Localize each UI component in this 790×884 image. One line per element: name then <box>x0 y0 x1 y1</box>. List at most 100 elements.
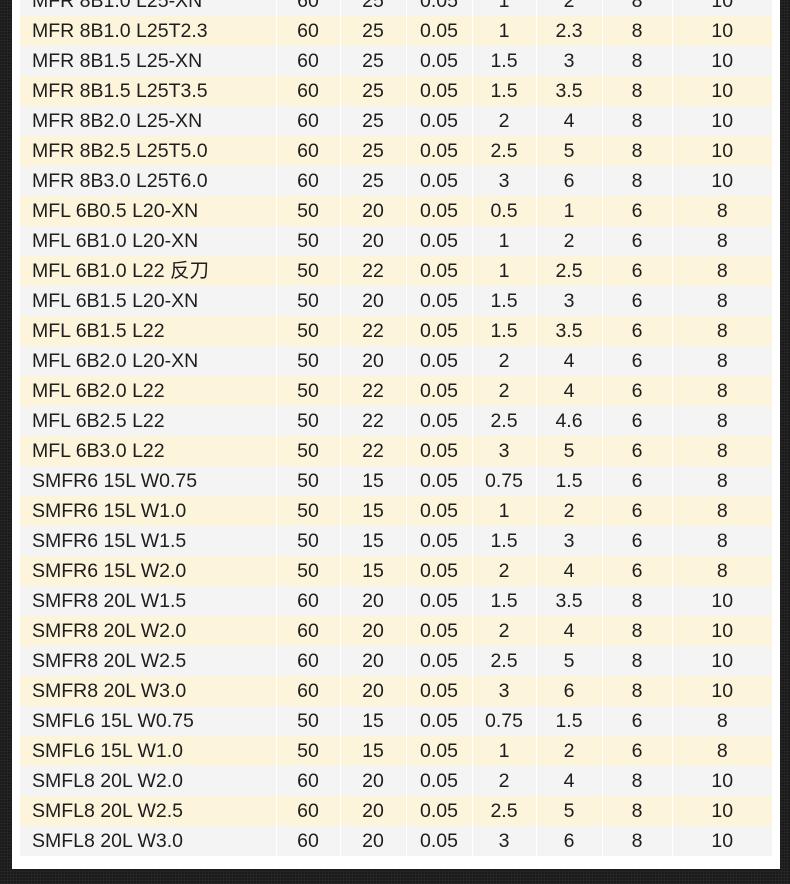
model-cell: MFR 8B1.0 L25T2.3 <box>20 16 277 46</box>
spec-value-cell: 8 <box>602 766 673 796</box>
table-row: SMFL8 20L W2.0 60 20 0.05 2 4 8 10 <box>20 766 772 796</box>
spec-value-cell: 6 <box>602 526 673 556</box>
spec-value-cell: 8 <box>602 76 673 106</box>
table-row: MFL 6B1.5 L22 50 22 0.05 1.5 3.5 6 8 <box>20 316 772 346</box>
spec-value-cell: 20 <box>340 676 407 706</box>
spec-value-cell: 1.5 <box>472 586 537 616</box>
spec-value-cell: 8 <box>602 166 673 196</box>
spec-value-cell: 0.05 <box>406 46 473 76</box>
spec-value-cell: 60 <box>276 586 341 616</box>
table-row: SMFR6 15L W2.0 50 15 0.05 2 4 6 8 <box>20 556 772 586</box>
model-cell: SMFR6 15L W0.75 <box>20 466 277 496</box>
table-row: SMFR8 20L W2.5 60 20 0.05 2.5 5 8 10 <box>20 646 772 676</box>
spec-value-cell: 4 <box>536 556 603 586</box>
spec-value-cell: 1 <box>472 226 537 256</box>
spec-value-cell: 20 <box>340 346 407 376</box>
spec-value-cell: 50 <box>276 496 341 526</box>
table-row: MFL 6B1.0 L20-XN 50 20 0.05 1 2 6 8 <box>20 226 772 256</box>
spec-value-cell: 4 <box>536 106 603 136</box>
spec-value-cell: 2.5 <box>472 406 537 436</box>
model-cell: MFL 6B0.5 L20-XN <box>20 196 277 226</box>
spec-value-cell: 6 <box>602 496 673 526</box>
model-cell: SMFR6 15L W2.0 <box>20 556 277 586</box>
spec-value-cell: 20 <box>340 796 407 826</box>
spec-value-cell: 15 <box>340 556 407 586</box>
spec-value-cell: 6 <box>602 286 673 316</box>
table-row: MFR 8B1.5 L25T3.5 60 25 0.05 1.5 3.5 8 10 <box>20 76 772 106</box>
spec-value-cell: 8 <box>672 376 772 406</box>
spec-value-cell: 5 <box>536 136 603 166</box>
model-cell: MFL 6B3.0 L22 <box>20 436 277 466</box>
spec-value-cell: 20 <box>340 586 407 616</box>
spec-value-cell: 1.5 <box>472 316 537 346</box>
spec-value-cell: 1 <box>536 196 603 226</box>
spec-value-cell: 0.05 <box>406 286 473 316</box>
spec-value-cell: 60 <box>276 46 341 76</box>
table-row: MFL 6B1.5 L20-XN 50 20 0.05 1.5 3 6 8 <box>20 286 772 316</box>
spec-value-cell: 8 <box>672 706 772 736</box>
spec-value-cell: 6 <box>602 736 673 766</box>
spec-value-cell: 60 <box>276 616 341 646</box>
spec-value-cell: 60 <box>276 136 341 166</box>
spec-value-cell: 6 <box>602 226 673 256</box>
spec-value-cell: 22 <box>340 406 407 436</box>
spec-value-cell: 50 <box>276 736 341 766</box>
spec-value-cell: 10 <box>672 586 772 616</box>
spec-value-cell: 0.75 <box>472 466 537 496</box>
spec-value-cell: 3.5 <box>536 316 603 346</box>
spec-value-cell: 20 <box>340 286 407 316</box>
spec-value-cell: 8 <box>602 0 673 16</box>
spec-value-cell: 10 <box>672 766 772 796</box>
spec-value-cell: 50 <box>276 226 341 256</box>
model-cell: MFL 6B2.5 L22 <box>20 406 277 436</box>
spec-value-cell: 25 <box>340 16 407 46</box>
table-row: MFL 6B1.0 L22 反刀 50 22 0.05 1 2.5 6 8 <box>20 256 772 286</box>
spec-value-cell: 2 <box>472 376 537 406</box>
spec-value-cell: 0.05 <box>406 136 473 166</box>
spec-value-cell: 50 <box>276 556 341 586</box>
table-row: SMFR6 15L W0.75 50 15 0.05 0.75 1.5 6 8 <box>20 466 772 496</box>
spec-value-cell: 60 <box>276 0 341 16</box>
spec-value-cell: 25 <box>340 106 407 136</box>
spec-value-cell: 0.05 <box>406 166 473 196</box>
spec-value-cell: 8 <box>602 586 673 616</box>
spec-value-cell: 15 <box>340 526 407 556</box>
spec-value-cell: 10 <box>672 16 772 46</box>
spec-value-cell: 0.05 <box>406 316 473 346</box>
spec-value-cell: 10 <box>672 166 772 196</box>
spec-value-cell: 20 <box>340 766 407 796</box>
spec-value-cell: 1.5 <box>472 526 537 556</box>
spec-value-cell: 22 <box>340 256 407 286</box>
model-cell: MFL 6B1.0 L22 反刀 <box>20 256 277 286</box>
spec-value-cell: 8 <box>672 526 772 556</box>
spec-value-cell: 0.05 <box>406 76 473 106</box>
table-row: MFR 8B3.0 L25T6.0 60 25 0.05 3 6 8 10 <box>20 166 772 196</box>
spec-value-cell: 15 <box>340 706 407 736</box>
spec-value-cell: 0.05 <box>406 346 473 376</box>
spec-value-cell: 6 <box>602 316 673 346</box>
spec-value-cell: 0.05 <box>406 826 473 856</box>
spec-value-cell: 10 <box>672 796 772 826</box>
model-cell: SMFL8 20L W2.5 <box>20 796 277 826</box>
spec-value-cell: 8 <box>602 676 673 706</box>
spec-table: MFR 8B1.0 L25-XN 60 25 0.05 1 2 8 10 MFR 8B1.0 L… <box>20 0 772 856</box>
spec-value-cell: 10 <box>672 46 772 76</box>
spec-value-cell: 20 <box>340 646 407 676</box>
spec-value-cell: 0.05 <box>406 376 473 406</box>
spec-value-cell: 8 <box>602 826 673 856</box>
spec-value-cell: 2.5 <box>472 796 537 826</box>
spec-value-cell: 50 <box>276 526 341 556</box>
spec-value-cell: 60 <box>276 646 341 676</box>
spec-value-cell: 22 <box>340 436 407 466</box>
spec-value-cell: 2.5 <box>472 136 537 166</box>
spec-value-cell: 50 <box>276 406 341 436</box>
spec-value-cell: 6 <box>602 406 673 436</box>
model-cell: MFL 6B1.5 L20-XN <box>20 286 277 316</box>
spec-value-cell: 4 <box>536 766 603 796</box>
spec-value-cell: 0.05 <box>406 706 473 736</box>
spec-value-cell: 1 <box>472 256 537 286</box>
spec-value-cell: 25 <box>340 136 407 166</box>
spec-value-cell: 0.05 <box>406 616 473 646</box>
model-cell: MFR 8B2.5 L25T5.0 <box>20 136 277 166</box>
model-cell: SMFL8 20L W3.0 <box>20 826 277 856</box>
